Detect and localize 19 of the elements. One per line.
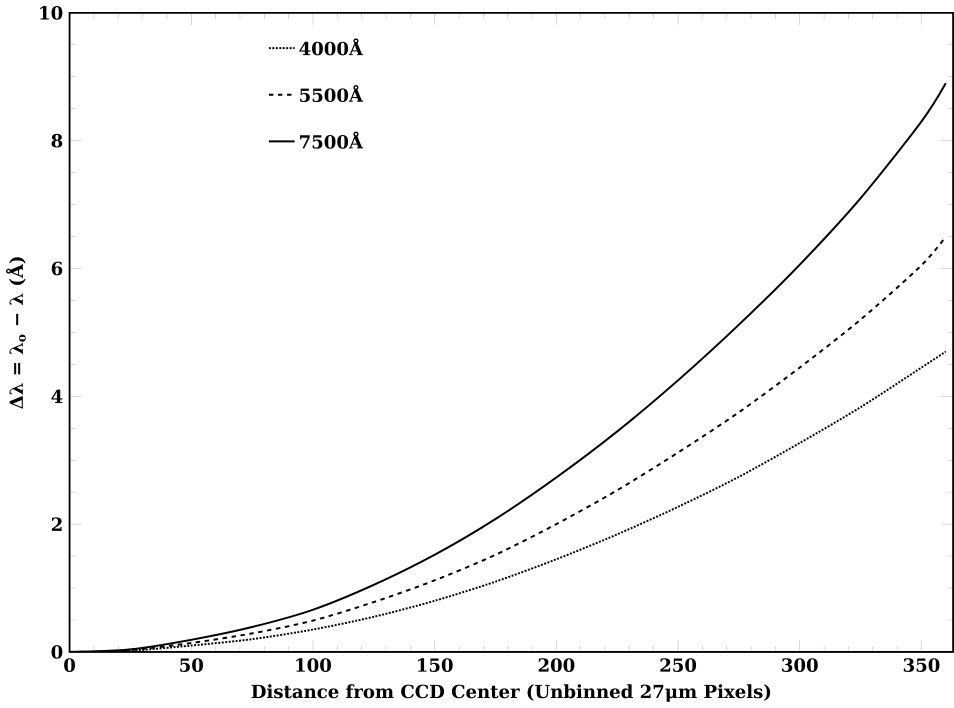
x-tick-label: 250 xyxy=(660,658,696,672)
y-tick-label: 2 xyxy=(52,517,62,531)
y-tick-label: 6 xyxy=(52,262,62,276)
legend-label: 7500Å xyxy=(300,132,364,149)
x-tick-label: 350 xyxy=(904,658,940,672)
y-tick-label: 8 xyxy=(52,134,62,148)
y-tick-label: 4 xyxy=(51,390,62,404)
x-tick-label: 200 xyxy=(538,658,574,672)
y-axis-title: Δλ = λ$_{o}$ − λ (Å) xyxy=(6,257,26,409)
legend-label: 4000Å xyxy=(299,38,364,56)
legend-label: 5500Å xyxy=(300,85,364,102)
y-tick-label: 0 xyxy=(52,645,62,659)
x-tick-label: 0 xyxy=(64,658,76,672)
x-axis-title: Distance from CCD Center (Unbinned 27μm Pixels) xyxy=(252,684,770,702)
x-tick-label: 50 xyxy=(180,658,203,672)
x-tick-label: 300 xyxy=(782,658,818,672)
x-tick-label: 150 xyxy=(418,658,453,672)
y-tick-label: 10 xyxy=(40,6,62,20)
x-tick-label: 100 xyxy=(296,658,331,672)
